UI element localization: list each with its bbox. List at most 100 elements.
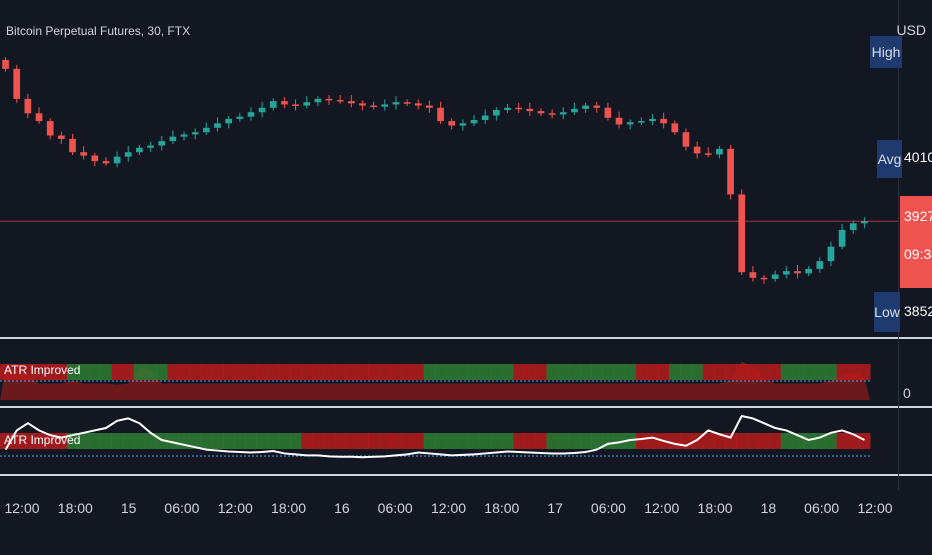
regime-band [825,433,838,449]
candle-body [13,68,21,99]
candle-body [537,111,545,114]
candle-body [493,110,500,116]
regime-band [234,364,246,380]
regime-band [89,364,101,380]
current-price-value: 39279 [904,208,932,224]
regime-band [479,364,492,380]
high-badge: High [870,36,902,68]
regime-band [11,433,23,449]
regime-band [557,364,570,380]
regime-band [167,433,179,449]
candle-body [727,148,734,195]
regime-band [390,433,403,449]
regime-band [278,364,291,380]
candle-body [470,120,478,124]
regime-band [490,364,503,380]
regime-band [825,364,838,380]
regime-band [680,364,693,380]
regime-band [256,433,269,449]
regime-band [122,433,135,449]
regime-band [189,364,202,380]
regime-band [345,364,358,380]
regime-band [513,433,525,449]
regime-band [646,433,659,449]
candle-body [571,108,578,113]
candle-body [615,117,623,125]
regime-band [133,433,146,449]
currency-label[interactable]: USD [896,22,926,38]
current-price-tag: 39279 09:34 [900,196,932,288]
regime-band [211,433,224,449]
candle-body [359,103,366,106]
regime-band [267,364,280,380]
pane-separator [0,406,932,408]
regime-band [557,433,570,449]
candle-body [2,60,9,69]
regime-band [435,433,447,449]
candle-body [526,108,534,112]
regime-band [758,433,771,449]
regime-band [55,364,68,380]
regime-band [580,433,592,449]
candle-body [849,223,857,230]
regime-band [624,433,637,449]
regime-band [334,364,347,380]
regime-band [736,433,748,449]
regime-band [602,364,614,380]
candle-body [794,271,801,274]
regime-band [245,364,258,380]
regime-band [680,433,693,449]
regime-band [702,433,715,449]
time-axis-tick: 18:00 [271,500,307,516]
regime-band [524,364,536,380]
regime-band [412,364,425,380]
candle-body [247,112,255,117]
candle-body [749,272,757,278]
regime-band [33,364,46,380]
regime-band [78,433,90,449]
candle-body [46,121,54,136]
regime-band [401,433,414,449]
candle-body [191,132,199,135]
time-axis-tick: 12:00 [217,500,253,516]
candle-body [582,105,589,109]
candle-body [716,148,723,155]
low-badge: Low [874,292,900,332]
regime-band [290,364,302,380]
indicator-pane-1 [0,361,871,400]
regime-band [613,364,626,380]
time-axis-tick: 18:00 [57,500,93,516]
regime-band [747,364,759,380]
indicator-2-label[interactable]: ATR Improved [4,433,81,447]
candle-body [336,100,344,102]
regime-band [312,364,324,380]
pane-separator [0,337,932,339]
candle-body [559,112,567,115]
regime-band [167,364,179,380]
regime-band [713,364,726,380]
regime-band [535,364,548,380]
regime-band [323,364,336,380]
regime-band [535,433,548,449]
candle-body [414,103,422,106]
regime-band [200,433,213,449]
regime-band [278,433,291,449]
candle-body [626,122,634,125]
candle-body [292,104,299,106]
regime-band [646,364,659,380]
regime-band [423,433,436,449]
candle-body [827,246,835,262]
time-axis-tick: 06:00 [164,500,200,516]
regime-band [44,433,57,449]
regime-band [713,433,726,449]
regime-band [468,364,481,380]
regime-band [669,364,681,380]
candle-body [548,113,556,115]
candle-body [593,105,601,108]
indicator-1-label[interactable]: ATR Improved [4,363,81,377]
candle-body [24,98,32,114]
candle-body [214,123,221,128]
avg-price-value: 40105 [904,149,932,165]
